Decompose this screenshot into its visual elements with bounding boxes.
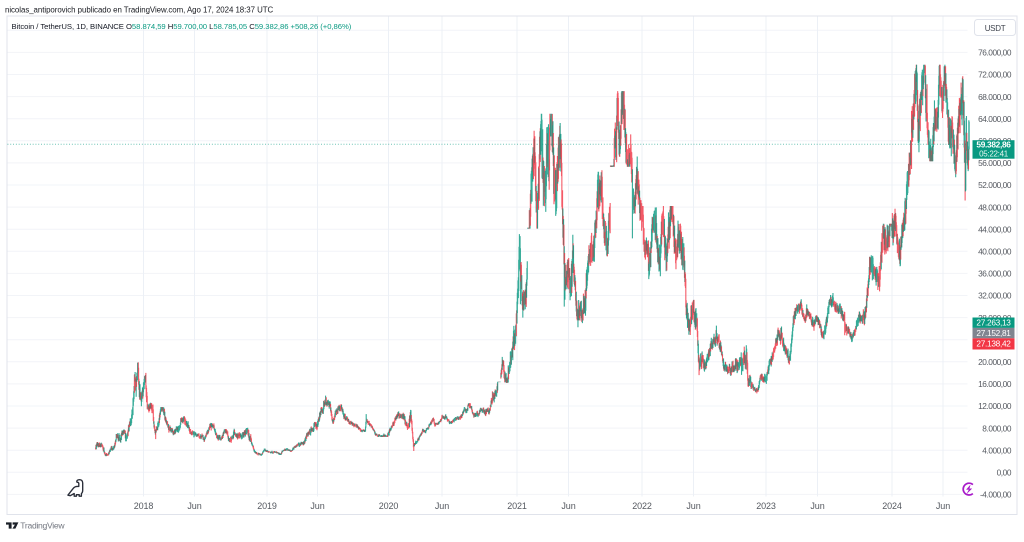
- svg-text:16.000,00: 16.000,00: [978, 379, 1012, 389]
- svg-text:2022: 2022: [632, 501, 652, 511]
- svg-text:27.263,13: 27.263,13: [976, 317, 1011, 327]
- svg-text:Bitcoin / TetherUS, 1D, BINANC: Bitcoin / TetherUS, 1D, BINANCE O58.874,…: [12, 22, 352, 31]
- svg-text:4.000,00: 4.000,00: [982, 445, 1012, 455]
- svg-text:76.000,00: 76.000,00: [978, 48, 1012, 58]
- svg-text:12.000,00: 12.000,00: [978, 401, 1012, 411]
- svg-text:2023: 2023: [756, 501, 776, 511]
- svg-text:48.000,00: 48.000,00: [978, 202, 1012, 212]
- svg-text:Jun: Jun: [936, 501, 950, 511]
- svg-text:27.138,42: 27.138,42: [976, 339, 1011, 349]
- svg-text:2020: 2020: [379, 501, 399, 511]
- svg-text:-4.000,00: -4.000,00: [980, 490, 1012, 500]
- svg-text:Jun: Jun: [810, 501, 824, 511]
- svg-text:2019: 2019: [257, 501, 277, 511]
- svg-text:TradingView: TradingView: [20, 520, 65, 530]
- svg-text:59.382,86: 59.382,86: [976, 140, 1011, 150]
- svg-text:2018: 2018: [134, 501, 154, 511]
- svg-text:32.000,00: 32.000,00: [978, 291, 1012, 301]
- svg-text:72.000,00: 72.000,00: [978, 70, 1012, 80]
- svg-text:64.000,00: 64.000,00: [978, 114, 1012, 124]
- svg-text:20.000,00: 20.000,00: [978, 357, 1012, 367]
- svg-text:44.000,00: 44.000,00: [978, 224, 1012, 234]
- svg-text:2024: 2024: [882, 501, 902, 511]
- svg-text:27.152,81: 27.152,81: [976, 328, 1011, 338]
- svg-text:0,00: 0,00: [997, 468, 1012, 478]
- svg-text:2021: 2021: [507, 501, 527, 511]
- svg-text:Jun: Jun: [187, 501, 201, 511]
- svg-text:05:22:41: 05:22:41: [979, 150, 1009, 159]
- svg-text:68.000,00: 68.000,00: [978, 92, 1012, 102]
- svg-text:USDT: USDT: [985, 24, 1006, 33]
- svg-text:Jun: Jun: [435, 501, 449, 511]
- svg-text:52.000,00: 52.000,00: [978, 180, 1012, 190]
- svg-text:Jun: Jun: [561, 501, 575, 511]
- svg-text:40.000,00: 40.000,00: [978, 247, 1012, 257]
- svg-text:nicolas_antiporovich publicado: nicolas_antiporovich publicado en Tradin…: [5, 6, 274, 15]
- svg-text:36.000,00: 36.000,00: [978, 269, 1012, 279]
- svg-text:Jun: Jun: [686, 501, 700, 511]
- svg-text:Jun: Jun: [310, 501, 324, 511]
- svg-text:56.000,00: 56.000,00: [978, 158, 1012, 168]
- svg-text:8.000,00: 8.000,00: [982, 423, 1012, 433]
